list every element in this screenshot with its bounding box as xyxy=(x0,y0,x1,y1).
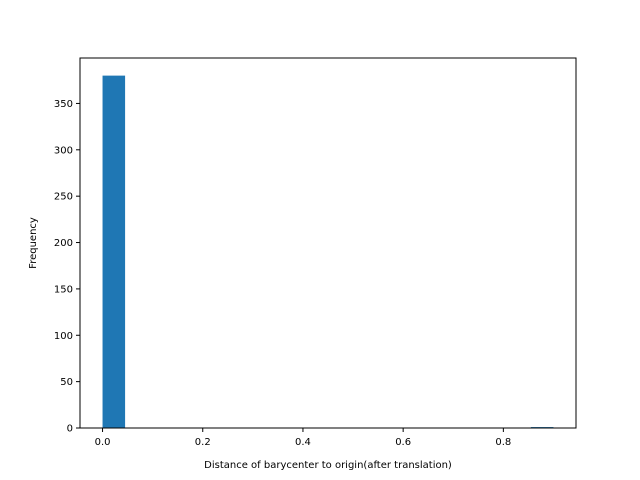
y-tick-label-3: 150 xyxy=(54,284,73,295)
x-axis-label: Distance of barycenter to origin(after t… xyxy=(204,460,452,471)
y-axis-label: Frequency xyxy=(28,217,39,269)
x-tick-label-1: 0.2 xyxy=(195,437,211,448)
y-tick-label-2: 100 xyxy=(54,331,73,342)
y-tick-label-4: 200 xyxy=(54,238,73,249)
y-tick-label-5: 250 xyxy=(54,192,73,203)
x-tick-label-0: 0.0 xyxy=(95,437,111,448)
histogram-bar-0 xyxy=(102,75,126,428)
y-tick-label-6: 300 xyxy=(54,145,73,156)
y-tick-label-1: 50 xyxy=(60,377,73,388)
x-tick-label-4: 0.8 xyxy=(495,437,511,448)
x-tick-label-2: 0.4 xyxy=(295,437,311,448)
y-axis-ticks: 0 50 100 150 200 250 300 350 xyxy=(54,99,80,435)
y-tick-label-7: 350 xyxy=(54,99,73,110)
x-axis-ticks: 0.0 0.2 0.4 0.6 0.8 xyxy=(95,428,511,448)
x-tick-label-3: 0.6 xyxy=(395,437,411,448)
y-tick-label-0: 0 xyxy=(67,424,73,435)
